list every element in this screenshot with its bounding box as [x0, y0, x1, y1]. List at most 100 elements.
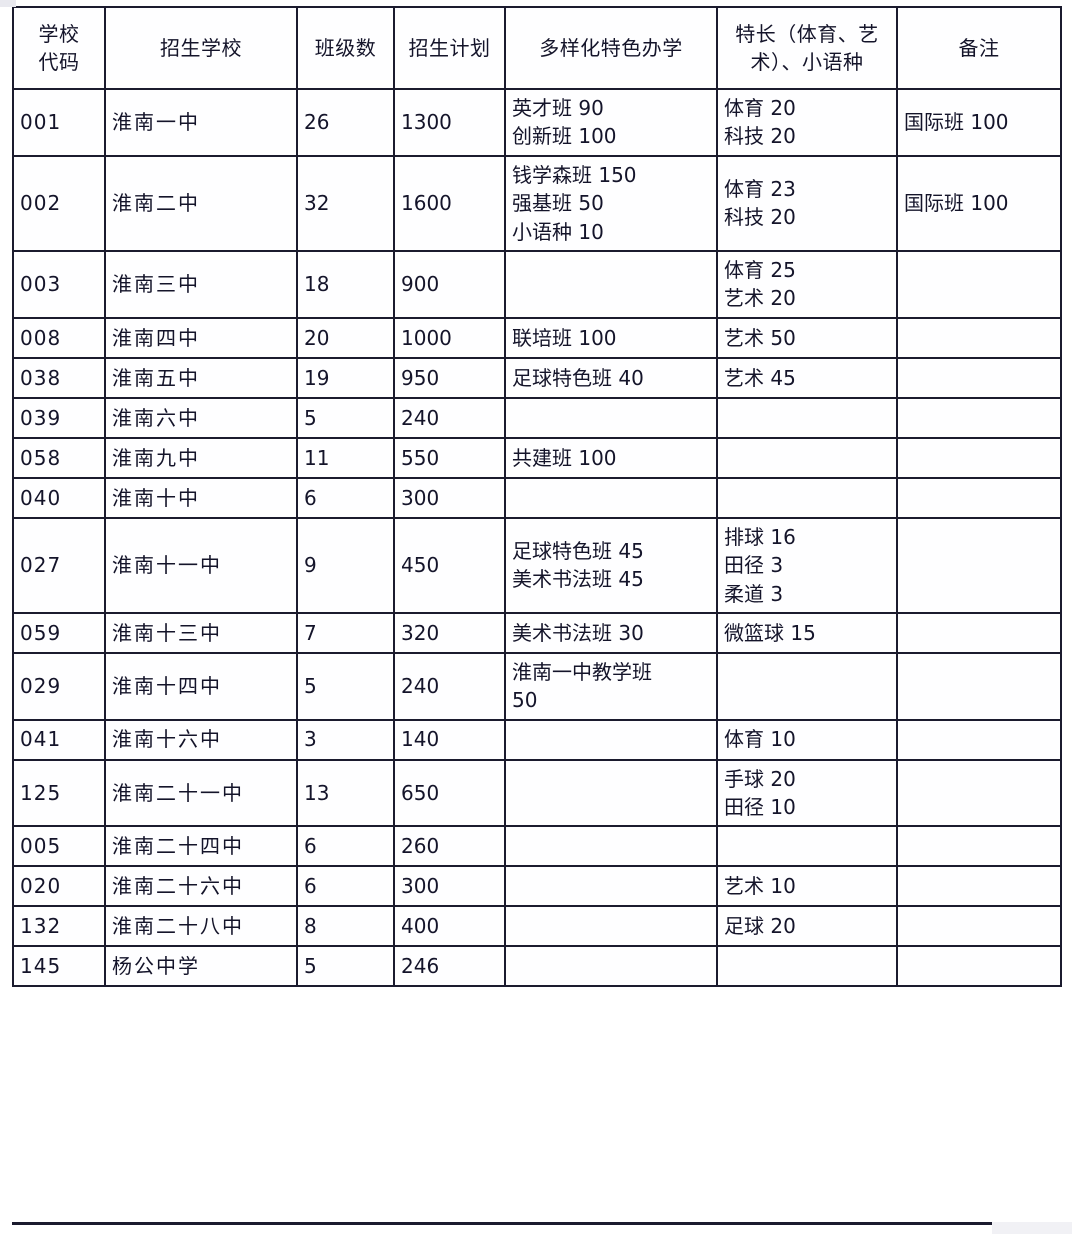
cell-admission-plan: 240 — [393, 651, 506, 721]
cell-school-name: 杨公中学 — [104, 945, 298, 988]
cell-diversified-programs — [504, 825, 718, 868]
cell-school-code-text: 059 — [20, 620, 62, 645]
cell-admission-plan-text: 550 — [401, 445, 440, 470]
cell-school-name: 淮南二十四中 — [104, 825, 298, 868]
cell-class-count-text: 8 — [304, 914, 317, 939]
cell-class-count: 5 — [296, 945, 395, 988]
cell-school-name: 淮南四中 — [104, 316, 298, 359]
cell-school-name: 淮南十六中 — [104, 718, 298, 761]
cell-school-code: 132 — [12, 905, 106, 948]
cell-school-name-text: 淮南二十一中 — [112, 780, 244, 805]
cell-school-code: 001 — [12, 88, 106, 157]
cell-class-count-text: 19 — [304, 365, 330, 390]
cell-admission-plan-text: 400 — [401, 914, 440, 939]
cell-school-code: 125 — [12, 758, 106, 828]
cell-school-code-text: 020 — [20, 874, 62, 899]
cell-class-count: 18 — [296, 249, 395, 319]
cell-admission-plan-text: 1000 — [401, 325, 452, 350]
cell-school-code: 008 — [12, 316, 106, 359]
cell-diversified-programs — [504, 718, 718, 761]
cell-diversified-programs-text: 英才班 90 创新班 100 — [512, 96, 617, 149]
cell-specialty — [716, 825, 898, 868]
cell-remarks — [896, 865, 1062, 908]
cell-school-name-text: 淮南六中 — [112, 405, 200, 430]
cell-admission-plan: 650 — [393, 758, 506, 828]
cell-school-code-text: 001 — [20, 110, 62, 135]
cell-school-code-text: 002 — [20, 191, 62, 216]
column-header-admission-plan-label: 招生计划 — [408, 35, 491, 60]
cell-school-code: 038 — [12, 356, 106, 399]
header-row: 学校 代码 招生学校 班级数 招生计划 多样化特色办学 特长（体育、艺 术）、小… — [12, 6, 1062, 90]
column-header-diversified-programs: 多样化特色办学 — [504, 6, 718, 90]
cell-admission-plan-text: 650 — [401, 780, 440, 805]
cell-school-name: 淮南十中 — [104, 476, 298, 519]
cell-school-name-text: 淮南九中 — [112, 445, 200, 470]
cell-school-name-text: 淮南十三中 — [112, 620, 222, 645]
cell-class-count-text: 7 — [304, 620, 317, 645]
cell-school-code-text: 008 — [20, 325, 62, 350]
cell-school-name: 淮南九中 — [104, 436, 298, 479]
cell-specialty: 手球 20 田径 10 — [716, 758, 898, 828]
table-row: 008 淮南四中 20 1000 联培班 100 艺术 50 — [12, 316, 1062, 359]
cell-class-count: 13 — [296, 758, 395, 828]
table-row: 027 淮南十一中 9 450 足球特色班 45 美术书法班 45 排球 16 田径 3 … — [12, 516, 1062, 614]
cell-school-code: 005 — [12, 825, 106, 868]
scan-artifact-top-left — [0, 0, 16, 7]
cell-remarks — [896, 758, 1062, 828]
cell-admission-plan-text: 1300 — [401, 110, 452, 135]
cell-admission-plan-text: 320 — [401, 620, 440, 645]
cell-school-name: 淮南六中 — [104, 396, 298, 439]
cell-specialty: 体育 25 艺术 20 — [716, 249, 898, 319]
cell-remarks — [896, 356, 1062, 399]
table-row: 001 淮南一中 26 1300 英才班 90 创新班 100 体育 20 科技 20 国际… — [12, 88, 1062, 157]
table-row: 058 淮南九中 11 550 共建班 100 — [12, 436, 1062, 479]
admissions-plan-sheet: 学校 代码 招生学校 班级数 招生计划 多样化特色办学 特长（体育、艺 术）、小… — [12, 6, 1062, 988]
cell-specialty — [716, 651, 898, 721]
cell-school-name-text: 淮南二十八中 — [112, 914, 244, 939]
cell-specialty-text: 体育 10 — [724, 727, 796, 752]
table-row: 041 淮南十六中 3 140 体育 10 — [12, 718, 1062, 761]
table-row: 038 淮南五中 19 950 足球特色班 40 艺术 45 — [12, 356, 1062, 399]
cell-specialty — [716, 945, 898, 988]
cell-diversified-programs-text: 足球特色班 40 — [512, 365, 644, 390]
cell-diversified-programs-text: 淮南一中教学班 50 — [512, 659, 652, 713]
cell-admission-plan-text: 240 — [401, 405, 440, 430]
cell-admission-plan-text: 300 — [401, 485, 440, 510]
cell-remarks — [896, 436, 1062, 479]
cell-specialty: 排球 16 田径 3 柔道 3 — [716, 516, 898, 614]
cell-diversified-programs-text: 足球特色班 45 美术书法班 45 — [512, 538, 644, 592]
cell-specialty: 艺术 50 — [716, 316, 898, 359]
table-row: 040 淮南十中 6 300 — [12, 476, 1062, 519]
cell-admission-plan-text: 950 — [401, 365, 440, 390]
cell-class-count: 3 — [296, 718, 395, 761]
table-body: 001 淮南一中 26 1300 英才班 90 创新班 100 体育 20 科技 20 国际… — [12, 88, 1062, 988]
cell-specialty-text: 体育 25 艺术 20 — [724, 257, 796, 311]
cell-admission-plan-text: 246 — [401, 954, 440, 979]
cell-admission-plan: 260 — [393, 825, 506, 868]
cell-specialty: 微篮球 15 — [716, 611, 898, 654]
cell-class-count: 26 — [296, 88, 395, 157]
cell-class-count: 6 — [296, 476, 395, 519]
cell-diversified-programs: 联培班 100 — [504, 316, 718, 359]
cell-school-name-text: 淮南三中 — [112, 272, 200, 297]
cell-class-count: 20 — [296, 316, 395, 359]
cell-admission-plan-text: 450 — [401, 553, 440, 578]
cell-specialty-text: 艺术 10 — [724, 874, 796, 899]
cell-specialty — [716, 436, 898, 479]
cell-remarks — [896, 825, 1062, 868]
cell-school-name-text: 淮南十六中 — [112, 727, 222, 752]
cell-class-count-text: 9 — [304, 553, 317, 578]
cell-diversified-programs-text: 美术书法班 30 — [512, 620, 644, 645]
cell-class-count-text: 5 — [304, 674, 317, 699]
cell-specialty: 艺术 45 — [716, 356, 898, 399]
cell-school-name: 淮南五中 — [104, 356, 298, 399]
cell-school-code: 020 — [12, 865, 106, 908]
cell-school-name: 淮南十三中 — [104, 611, 298, 654]
cell-admission-plan: 450 — [393, 516, 506, 614]
cell-specialty-text: 手球 20 田径 10 — [724, 766, 796, 820]
cell-diversified-programs — [504, 945, 718, 988]
cell-school-name-text: 淮南四中 — [112, 325, 200, 350]
cell-remarks — [896, 718, 1062, 761]
cell-school-name: 淮南三中 — [104, 249, 298, 319]
table-row: 003 淮南三中 18 900 体育 25 艺术 20 — [12, 249, 1062, 319]
